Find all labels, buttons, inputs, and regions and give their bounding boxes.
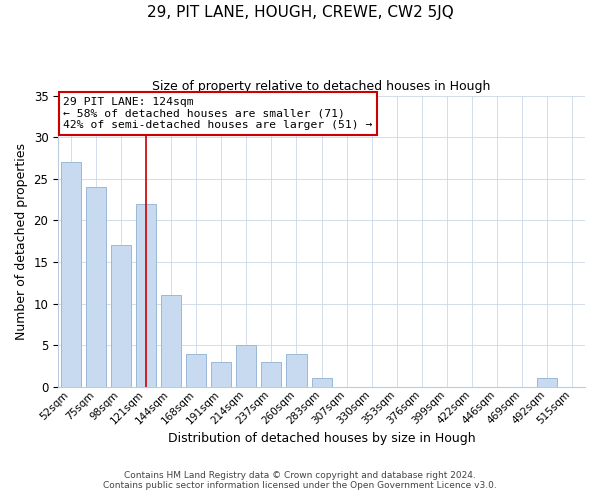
- Bar: [311, 378, 332, 387]
- Bar: [211, 362, 231, 387]
- Bar: [236, 345, 256, 387]
- Bar: [61, 162, 81, 387]
- Text: 29, PIT LANE, HOUGH, CREWE, CW2 5JQ: 29, PIT LANE, HOUGH, CREWE, CW2 5JQ: [146, 5, 454, 20]
- Text: 29 PIT LANE: 124sqm
← 58% of detached houses are smaller (71)
42% of semi-detach: 29 PIT LANE: 124sqm ← 58% of detached ho…: [64, 97, 373, 130]
- Title: Size of property relative to detached houses in Hough: Size of property relative to detached ho…: [152, 80, 491, 93]
- Bar: [111, 246, 131, 387]
- Bar: [538, 378, 557, 387]
- Bar: [86, 187, 106, 387]
- Bar: [286, 354, 307, 387]
- Bar: [186, 354, 206, 387]
- X-axis label: Distribution of detached houses by size in Hough: Distribution of detached houses by size …: [168, 432, 475, 445]
- Bar: [262, 362, 281, 387]
- Text: Contains HM Land Registry data © Crown copyright and database right 2024.
Contai: Contains HM Land Registry data © Crown c…: [103, 470, 497, 490]
- Bar: [136, 204, 156, 387]
- Bar: [161, 296, 181, 387]
- Y-axis label: Number of detached properties: Number of detached properties: [15, 142, 28, 340]
